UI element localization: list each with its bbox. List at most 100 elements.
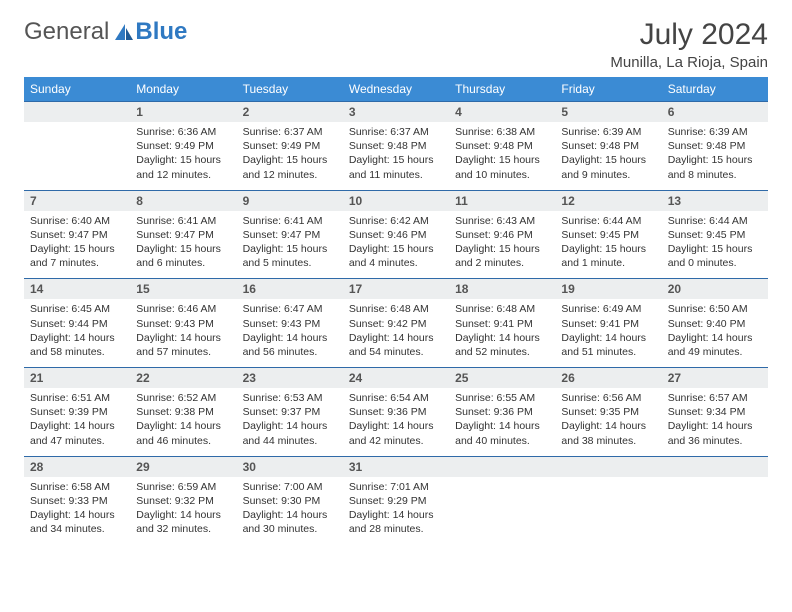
month-title: July 2024 — [610, 18, 768, 52]
day-details: Sunrise: 6:55 AMSunset: 9:36 PMDaylight:… — [449, 388, 555, 456]
calendar-day-cell: 4Sunrise: 6:38 AMSunset: 9:48 PMDaylight… — [449, 102, 555, 191]
calendar-day-cell: 25Sunrise: 6:55 AMSunset: 9:36 PMDayligh… — [449, 368, 555, 457]
calendar-day-cell: 6Sunrise: 6:39 AMSunset: 9:48 PMDaylight… — [662, 102, 768, 191]
weekday-header: Tuesday — [237, 77, 343, 102]
day-details: Sunrise: 6:52 AMSunset: 9:38 PMDaylight:… — [130, 388, 236, 456]
day-details: Sunrise: 6:59 AMSunset: 9:32 PMDaylight:… — [130, 477, 236, 545]
logo-text-blue: Blue — [135, 18, 187, 46]
logo-text-general: General — [24, 18, 109, 46]
day-number: 30 — [237, 457, 343, 477]
day-details: Sunrise: 6:54 AMSunset: 9:36 PMDaylight:… — [343, 388, 449, 456]
day-details: Sunrise: 6:38 AMSunset: 9:48 PMDaylight:… — [449, 122, 555, 190]
weekday-header: Thursday — [449, 77, 555, 102]
day-number: 21 — [24, 368, 130, 388]
day-details: Sunrise: 6:39 AMSunset: 9:48 PMDaylight:… — [662, 122, 768, 190]
day-details: Sunrise: 6:42 AMSunset: 9:46 PMDaylight:… — [343, 211, 449, 279]
calendar-day-cell: 28Sunrise: 6:58 AMSunset: 9:33 PMDayligh… — [24, 456, 130, 544]
day-details: Sunrise: 6:48 AMSunset: 9:42 PMDaylight:… — [343, 299, 449, 367]
calendar-day-cell: 30Sunrise: 7:00 AMSunset: 9:30 PMDayligh… — [237, 456, 343, 544]
calendar-day-cell: 26Sunrise: 6:56 AMSunset: 9:35 PMDayligh… — [555, 368, 661, 457]
location-text: Munilla, La Rioja, Spain — [610, 54, 768, 71]
day-details: Sunrise: 6:45 AMSunset: 9:44 PMDaylight:… — [24, 299, 130, 367]
day-number: 4 — [449, 102, 555, 122]
day-details: Sunrise: 6:53 AMSunset: 9:37 PMDaylight:… — [237, 388, 343, 456]
calendar-day-cell: 8Sunrise: 6:41 AMSunset: 9:47 PMDaylight… — [130, 190, 236, 279]
day-number: 5 — [555, 102, 661, 122]
day-number — [662, 457, 768, 477]
day-number: 6 — [662, 102, 768, 122]
weekday-header: Saturday — [662, 77, 768, 102]
day-details: Sunrise: 6:46 AMSunset: 9:43 PMDaylight:… — [130, 299, 236, 367]
logo-sail-icon — [113, 22, 135, 42]
day-number: 15 — [130, 279, 236, 299]
day-details: Sunrise: 6:49 AMSunset: 9:41 PMDaylight:… — [555, 299, 661, 367]
calendar-week-row: 7Sunrise: 6:40 AMSunset: 9:47 PMDaylight… — [24, 190, 768, 279]
calendar-day-cell: 11Sunrise: 6:43 AMSunset: 9:46 PMDayligh… — [449, 190, 555, 279]
day-number: 13 — [662, 191, 768, 211]
title-block: July 2024 Munilla, La Rioja, Spain — [610, 18, 768, 71]
day-details: Sunrise: 6:40 AMSunset: 9:47 PMDaylight:… — [24, 211, 130, 279]
calendar-table: Sunday Monday Tuesday Wednesday Thursday… — [24, 77, 768, 544]
weekday-header: Monday — [130, 77, 236, 102]
day-details — [449, 477, 555, 535]
day-details: Sunrise: 6:57 AMSunset: 9:34 PMDaylight:… — [662, 388, 768, 456]
calendar-day-cell: 2Sunrise: 6:37 AMSunset: 9:49 PMDaylight… — [237, 102, 343, 191]
day-number — [24, 102, 130, 122]
calendar-day-cell: 14Sunrise: 6:45 AMSunset: 9:44 PMDayligh… — [24, 279, 130, 368]
logo: General Blue — [24, 18, 187, 46]
day-number: 10 — [343, 191, 449, 211]
day-details: Sunrise: 6:36 AMSunset: 9:49 PMDaylight:… — [130, 122, 236, 190]
day-number: 7 — [24, 191, 130, 211]
day-number: 31 — [343, 457, 449, 477]
day-details: Sunrise: 6:41 AMSunset: 9:47 PMDaylight:… — [130, 211, 236, 279]
calendar-day-cell: 5Sunrise: 6:39 AMSunset: 9:48 PMDaylight… — [555, 102, 661, 191]
calendar-day-cell: 17Sunrise: 6:48 AMSunset: 9:42 PMDayligh… — [343, 279, 449, 368]
day-number: 29 — [130, 457, 236, 477]
calendar-week-row: 28Sunrise: 6:58 AMSunset: 9:33 PMDayligh… — [24, 456, 768, 544]
day-number: 26 — [555, 368, 661, 388]
weekday-header: Sunday — [24, 77, 130, 102]
calendar-day-cell: 3Sunrise: 6:37 AMSunset: 9:48 PMDaylight… — [343, 102, 449, 191]
day-number — [449, 457, 555, 477]
calendar-day-cell: 22Sunrise: 6:52 AMSunset: 9:38 PMDayligh… — [130, 368, 236, 457]
calendar-day-cell: 7Sunrise: 6:40 AMSunset: 9:47 PMDaylight… — [24, 190, 130, 279]
calendar-day-cell: 27Sunrise: 6:57 AMSunset: 9:34 PMDayligh… — [662, 368, 768, 457]
calendar-day-cell: 24Sunrise: 6:54 AMSunset: 9:36 PMDayligh… — [343, 368, 449, 457]
day-number: 25 — [449, 368, 555, 388]
day-number: 12 — [555, 191, 661, 211]
calendar-day-cell: 1Sunrise: 6:36 AMSunset: 9:49 PMDaylight… — [130, 102, 236, 191]
day-details: Sunrise: 7:00 AMSunset: 9:30 PMDaylight:… — [237, 477, 343, 545]
calendar-day-cell — [662, 456, 768, 544]
day-details: Sunrise: 6:50 AMSunset: 9:40 PMDaylight:… — [662, 299, 768, 367]
day-details: Sunrise: 6:51 AMSunset: 9:39 PMDaylight:… — [24, 388, 130, 456]
day-number: 11 — [449, 191, 555, 211]
day-details — [662, 477, 768, 535]
calendar-week-row: 21Sunrise: 6:51 AMSunset: 9:39 PMDayligh… — [24, 368, 768, 457]
day-number: 23 — [237, 368, 343, 388]
day-number: 9 — [237, 191, 343, 211]
calendar-week-row: 1Sunrise: 6:36 AMSunset: 9:49 PMDaylight… — [24, 102, 768, 191]
calendar-day-cell: 31Sunrise: 7:01 AMSunset: 9:29 PMDayligh… — [343, 456, 449, 544]
day-details: Sunrise: 6:41 AMSunset: 9:47 PMDaylight:… — [237, 211, 343, 279]
calendar-day-cell: 23Sunrise: 6:53 AMSunset: 9:37 PMDayligh… — [237, 368, 343, 457]
day-number: 24 — [343, 368, 449, 388]
day-number: 28 — [24, 457, 130, 477]
weekday-header: Wednesday — [343, 77, 449, 102]
day-number — [555, 457, 661, 477]
day-number: 22 — [130, 368, 236, 388]
day-details: Sunrise: 6:48 AMSunset: 9:41 PMDaylight:… — [449, 299, 555, 367]
header: General Blue July 2024 Munilla, La Rioja… — [24, 18, 768, 71]
calendar-day-cell: 15Sunrise: 6:46 AMSunset: 9:43 PMDayligh… — [130, 279, 236, 368]
calendar-day-cell: 18Sunrise: 6:48 AMSunset: 9:41 PMDayligh… — [449, 279, 555, 368]
day-number: 1 — [130, 102, 236, 122]
day-details — [24, 122, 130, 180]
calendar-week-row: 14Sunrise: 6:45 AMSunset: 9:44 PMDayligh… — [24, 279, 768, 368]
day-details: Sunrise: 6:47 AMSunset: 9:43 PMDaylight:… — [237, 299, 343, 367]
calendar-day-cell: 20Sunrise: 6:50 AMSunset: 9:40 PMDayligh… — [662, 279, 768, 368]
calendar-day-cell: 29Sunrise: 6:59 AMSunset: 9:32 PMDayligh… — [130, 456, 236, 544]
day-details — [555, 477, 661, 535]
day-number: 14 — [24, 279, 130, 299]
calendar-day-cell: 9Sunrise: 6:41 AMSunset: 9:47 PMDaylight… — [237, 190, 343, 279]
day-number: 8 — [130, 191, 236, 211]
day-number: 3 — [343, 102, 449, 122]
